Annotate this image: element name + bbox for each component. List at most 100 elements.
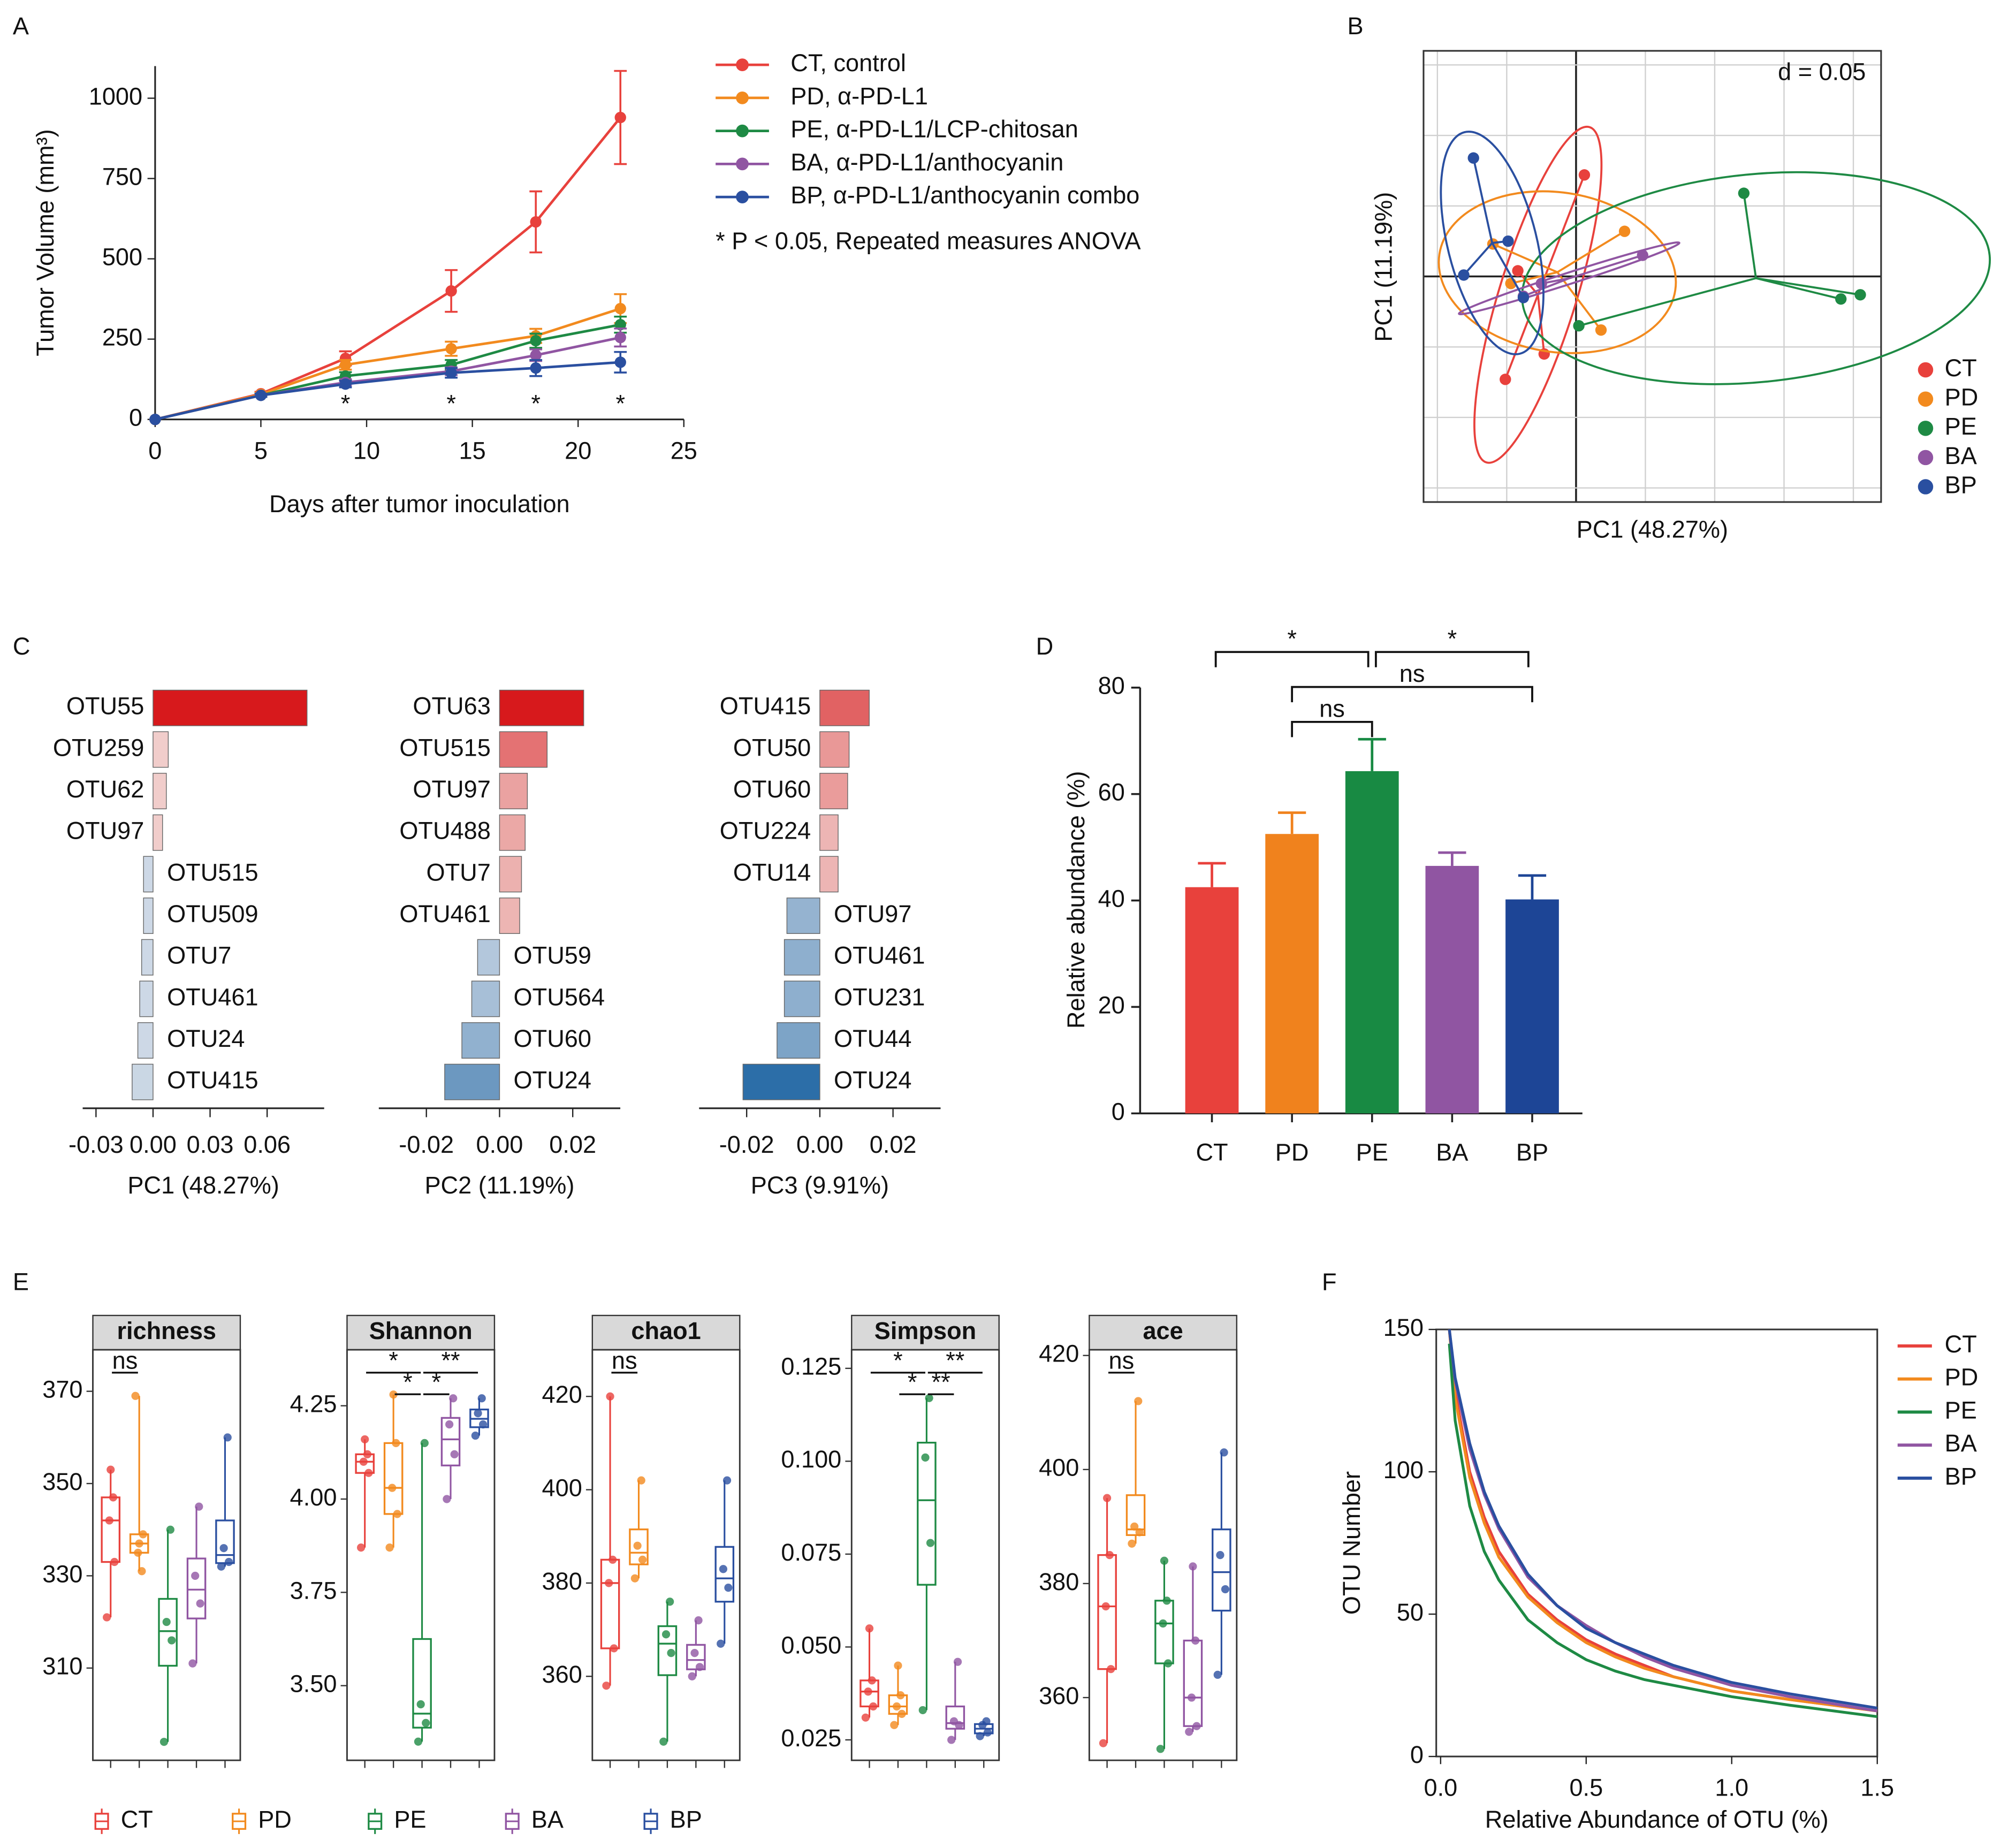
point (422, 1718, 430, 1728)
point (608, 1555, 617, 1564)
series-marker (530, 216, 542, 228)
point (925, 1394, 933, 1402)
point (1099, 1739, 1108, 1747)
bar (139, 980, 154, 1017)
point (135, 1539, 143, 1548)
point (894, 1661, 902, 1670)
bar-label: OTU24 (167, 1025, 245, 1052)
bar (143, 898, 154, 934)
series-marker (530, 349, 542, 361)
point (1156, 1745, 1165, 1753)
point (605, 1579, 613, 1587)
point (363, 1450, 372, 1458)
point (1107, 1665, 1115, 1674)
y-tick-label: 400 (542, 1474, 582, 1501)
strip (346, 1314, 496, 1351)
x-tick-label: 1.5 (1860, 1774, 1894, 1801)
x-tick-label: 0.06 (244, 1131, 291, 1158)
x-tick-label: BA (1436, 1138, 1468, 1166)
x-tick-label: -0.02 (719, 1131, 774, 1158)
strip (1089, 1314, 1238, 1351)
bar (153, 814, 163, 851)
point (976, 1732, 984, 1740)
series-line (155, 361, 621, 421)
y-tick-label: 350 (42, 1468, 82, 1495)
bar-label: OTU97 (413, 775, 490, 803)
point (638, 1555, 647, 1564)
bar (141, 939, 154, 976)
series-marker (255, 389, 267, 401)
bar-label: OTU461 (834, 942, 925, 969)
series-marker (339, 359, 352, 371)
x-tick-label: 0.5 (1569, 1774, 1603, 1801)
legend-label: BA (1945, 442, 1977, 469)
legend-label: BP, α-PD-L1/anthocyanin combo (790, 181, 1139, 209)
point (982, 1717, 991, 1725)
y-tick-label: 0.125 (781, 1353, 841, 1380)
group-ellipse (1437, 190, 1677, 354)
series-marker (445, 285, 457, 297)
sig-label: ns (112, 1347, 138, 1374)
point (217, 1562, 225, 1571)
bar (132, 1063, 154, 1100)
bar-label: OTU7 (167, 942, 231, 969)
point (949, 1717, 959, 1725)
series-line (155, 117, 622, 421)
sig-label: * (389, 1347, 398, 1374)
point (921, 1453, 930, 1462)
point (1216, 1551, 1224, 1560)
panel-frame (850, 1349, 1000, 1761)
sig-bracket (1291, 721, 1373, 737)
bar-label: OTU564 (514, 983, 605, 1010)
point (724, 1584, 733, 1592)
point (159, 1738, 169, 1746)
x-tick-label: CT (1196, 1138, 1228, 1166)
box (1154, 1600, 1174, 1664)
spider-line (1569, 254, 1643, 279)
bar-label: OTU24 (514, 1067, 591, 1094)
bar (783, 980, 820, 1017)
x-tick-label: 0.03 (187, 1131, 234, 1158)
sig-label: ns (1399, 660, 1425, 687)
series-marker (614, 318, 626, 331)
y-tick-label: 360 (542, 1661, 582, 1688)
bar (742, 1063, 820, 1100)
bar-label: OTU62 (66, 775, 144, 803)
point (109, 1493, 118, 1502)
annotation: d = 0.05 (1778, 58, 1866, 86)
bar (819, 773, 848, 810)
point (188, 1659, 197, 1668)
point (865, 1624, 874, 1633)
x-tick-label: 5 (254, 437, 268, 464)
strip (92, 1314, 241, 1351)
point (223, 1433, 232, 1442)
sig-bracket (1214, 651, 1370, 667)
bar-label: OTU461 (399, 900, 490, 927)
bar (819, 814, 839, 851)
box (917, 1441, 937, 1586)
y-tick-label: 750 (102, 163, 142, 190)
y-tick-label: 380 (542, 1568, 582, 1595)
y-tick-label: 150 (1383, 1314, 1424, 1341)
bar (153, 731, 169, 768)
box (186, 1557, 207, 1619)
point (196, 1599, 204, 1608)
point (1517, 292, 1530, 303)
y-tick-label: 0.075 (781, 1539, 841, 1566)
y-tick-label: 3.75 (290, 1577, 337, 1604)
box (101, 1496, 121, 1563)
bar (1425, 865, 1479, 1114)
point (166, 1525, 174, 1534)
y-tick-label: 330 (42, 1560, 82, 1587)
sig-label: * (908, 1368, 917, 1396)
y-tick-label: 500 (102, 244, 142, 271)
bar (1185, 887, 1239, 1114)
point (219, 1544, 228, 1553)
point (695, 1663, 704, 1671)
y-tick-label: 310 (42, 1653, 82, 1680)
point (1637, 249, 1648, 261)
point (1128, 1539, 1136, 1548)
point (356, 1543, 366, 1552)
point (162, 1617, 171, 1626)
